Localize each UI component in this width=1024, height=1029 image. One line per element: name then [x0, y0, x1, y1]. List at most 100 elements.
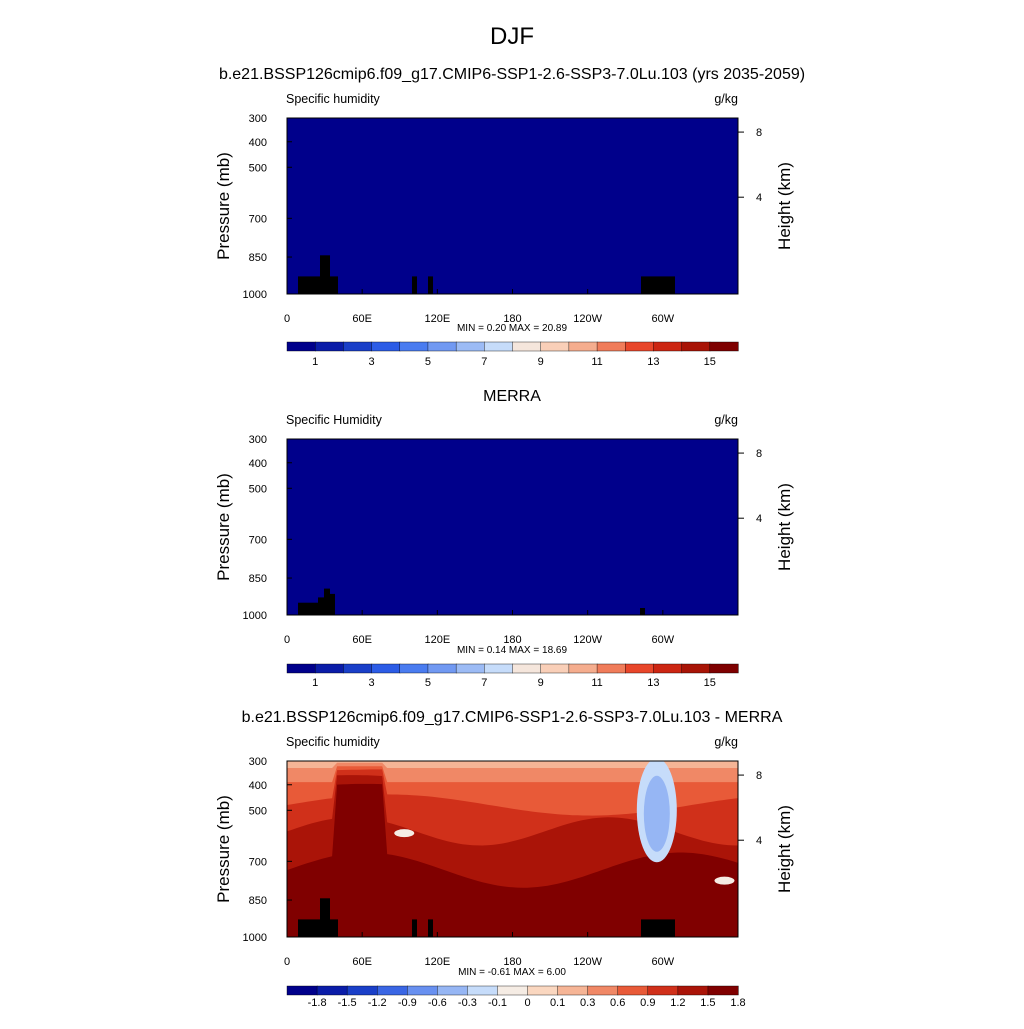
- colorbar-label: 11: [591, 677, 602, 689]
- colorbar-swatch: [407, 985, 438, 996]
- contour-field: [287, 118, 738, 294]
- height-tick-label: 8: [756, 770, 762, 782]
- colorbar-swatch: [314, 663, 344, 674]
- colorbar-swatch: [647, 985, 679, 996]
- panel-title: b.e21.BSSP126cmip6.f09_g17.CMIP6-SSP1-2.…: [219, 66, 805, 83]
- panel-1: b.e21.BSSP126cmip6.f09_g17.CMIP6-SSP1-2.…: [214, 66, 805, 368]
- x-tick-label: 60W: [652, 313, 675, 325]
- ground-mask: [298, 602, 318, 615]
- colorbar-label: 5: [425, 356, 431, 368]
- colorbar-label: -0.6: [428, 997, 447, 1009]
- x-tick-label: 0: [284, 956, 290, 968]
- colorbar-label: -0.9: [398, 997, 417, 1009]
- colorbar-swatch: [568, 341, 598, 352]
- colorbar-label: 0.3: [580, 997, 595, 1009]
- colorbar-label: 1.5: [700, 997, 715, 1009]
- contour-band: [287, 761, 738, 768]
- colorbar-label: 0: [524, 997, 530, 1009]
- y-tick-label: 1000: [243, 289, 267, 301]
- x-tick-label: 60E: [352, 634, 372, 646]
- colorbar-swatch: [512, 663, 542, 674]
- colorbar-swatch: [653, 663, 683, 674]
- x-tick-label: 120E: [424, 956, 450, 968]
- x-tick-label: 120E: [424, 313, 450, 325]
- colorbar-swatch: [625, 341, 655, 352]
- colorbar: 1 3 5 7 9 11 13 15: [286, 663, 739, 689]
- colorbar-swatch: [286, 985, 318, 996]
- y-tick-label: 500: [249, 162, 267, 174]
- colorbar-label: 3: [369, 677, 375, 689]
- colorbar-swatch: [455, 341, 485, 352]
- height-tick-label: 8: [756, 127, 762, 139]
- ground-mask: [324, 588, 330, 615]
- x-tick-label: 180: [503, 313, 521, 325]
- colorbar-label: -1.2: [368, 997, 387, 1009]
- colorbar-swatch: [343, 341, 373, 352]
- colorbar-label: 11: [591, 356, 602, 368]
- x-tick-label: 120W: [573, 313, 602, 325]
- colorbar-swatch: [314, 341, 344, 352]
- y-axis-title: Pressure (mb): [214, 795, 233, 903]
- colorbar-swatch: [617, 985, 649, 996]
- colorbar-swatch: [540, 663, 570, 674]
- y-tick-label: 300: [249, 756, 267, 768]
- height-tick-label: 4: [756, 192, 762, 204]
- contour-band: [643, 775, 670, 852]
- colorbar-label: -1.8: [308, 997, 327, 1009]
- height-tick-label: 8: [756, 448, 762, 460]
- ground-mask: [320, 898, 330, 937]
- colorbar-label: 1: [312, 356, 318, 368]
- colorbar-swatch: [557, 985, 589, 996]
- x-tick-label: 0: [284, 634, 290, 646]
- y-tick-label: 850: [249, 895, 267, 907]
- x-tick-label: 120W: [573, 956, 602, 968]
- variable-label: Specific humidity: [286, 92, 381, 106]
- colorbar-swatch: [484, 341, 514, 352]
- right-axis-title: Height (km): [775, 483, 794, 571]
- colorbar-swatch: [399, 341, 429, 352]
- colorbar-label: 13: [647, 356, 659, 368]
- colorbar-label: 9: [538, 677, 544, 689]
- x-tick-label: 0: [284, 313, 290, 325]
- colorbar-label: 1.8: [730, 997, 745, 1009]
- y-tick-label: 1000: [243, 610, 267, 622]
- colorbar-swatch: [681, 341, 711, 352]
- ground-mask: [298, 276, 338, 294]
- y-tick-label: 700: [249, 213, 267, 225]
- min-max-label: MIN = -0.61 MAX = 6.00: [458, 967, 566, 978]
- ground-mask: [640, 608, 645, 615]
- x-tick-label: 120E: [424, 634, 450, 646]
- colorbar-swatch: [709, 663, 739, 674]
- contour-band: [714, 876, 735, 885]
- colorbar-swatch: [512, 341, 542, 352]
- colorbar-label: 13: [647, 677, 659, 689]
- colorbar-label: -0.1: [488, 997, 507, 1009]
- ground-mask: [412, 919, 417, 937]
- colorbar-label: 1.2: [670, 997, 685, 1009]
- units-label: g/kg: [714, 92, 738, 106]
- colorbar-swatch: [527, 985, 559, 996]
- contour-field: [287, 761, 738, 937]
- units-label: g/kg: [714, 735, 738, 749]
- colorbar-swatch: [681, 663, 711, 674]
- height-tick-label: 4: [756, 835, 762, 847]
- colorbar-label: -0.3: [458, 997, 477, 1009]
- colorbar-swatch: [286, 341, 316, 352]
- colorbar-swatch: [625, 663, 655, 674]
- y-tick-label: 400: [249, 137, 267, 149]
- colorbar-swatch: [455, 663, 485, 674]
- right-axis-title: Height (km): [775, 162, 794, 250]
- variable-label: Specific Humidity: [286, 413, 383, 427]
- colorbar-swatch: [371, 341, 401, 352]
- y-tick-label: 400: [249, 458, 267, 470]
- panel-title: MERRA: [483, 388, 541, 405]
- colorbar-swatch: [427, 341, 457, 352]
- y-tick-label: 500: [249, 483, 267, 495]
- colorbar-label: 15: [704, 356, 716, 368]
- min-max-label: MIN = 0.20 MAX = 20.89: [457, 323, 567, 334]
- variable-label: Specific humidity: [286, 735, 381, 749]
- colorbar-swatch: [343, 663, 373, 674]
- colorbar-label: 1: [312, 677, 318, 689]
- ground-mask: [298, 919, 338, 937]
